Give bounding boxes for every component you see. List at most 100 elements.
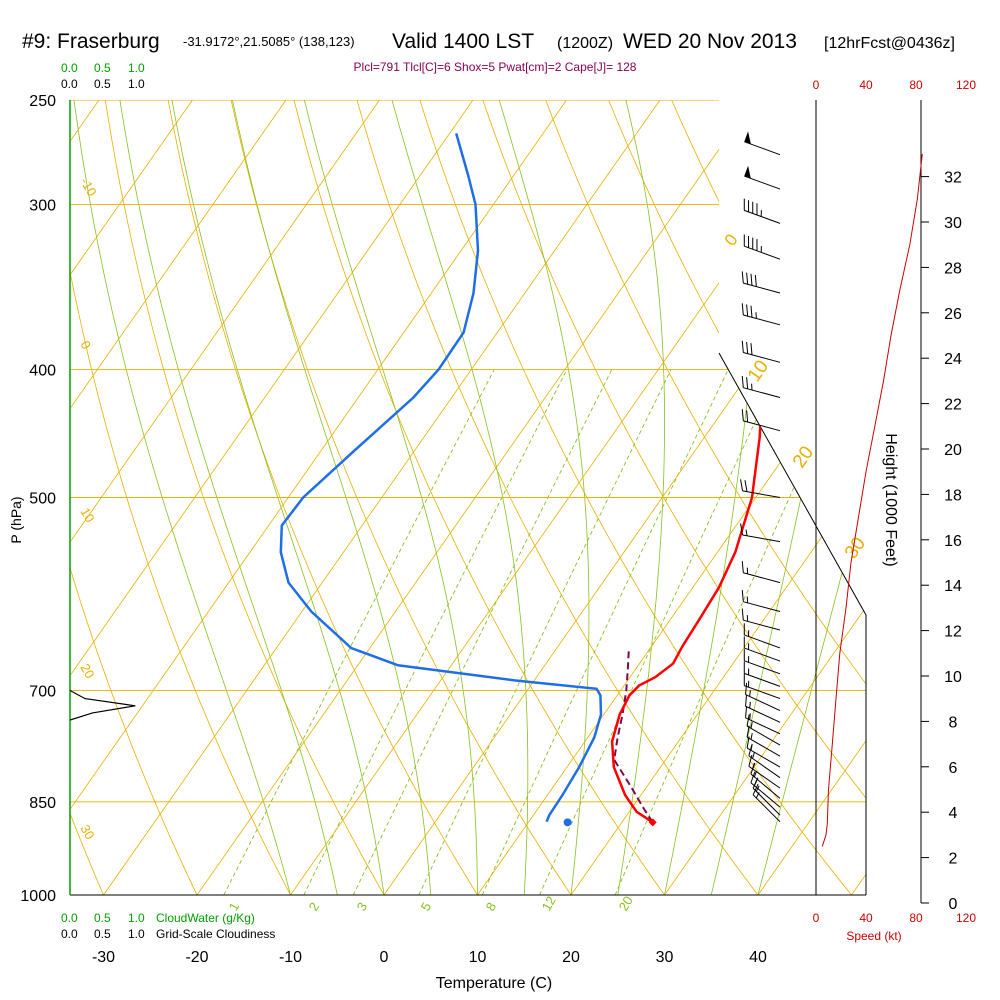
wind-barb-feather [748, 754, 753, 767]
wind-barb-staff [744, 175, 781, 190]
pressure-tick-label: 400 [29, 363, 56, 380]
speed-tick-label-bottom: 40 [859, 911, 873, 925]
wind-barb [743, 234, 781, 260]
wind-barb-feather [744, 480, 748, 492]
wind-barb-staff [744, 647, 781, 662]
wind-barb-feather [750, 343, 753, 355]
wind-speed-profile [821, 153, 923, 847]
wind-barb-half-feather [755, 785, 760, 792]
moist-adiabat [73, 100, 291, 895]
wind-barb-feather [740, 479, 744, 491]
height-tick-label: 4 [949, 805, 958, 822]
moist-adiabat-label: 20 [789, 443, 818, 472]
height-tick-label: 14 [944, 578, 962, 595]
wind-barb-staff [744, 634, 781, 649]
cloudiness-bottom-tick-1: 0.5 [94, 927, 111, 941]
wind-barb-feather [740, 523, 744, 536]
wind-barb [752, 784, 781, 823]
wind-barb-staff [744, 660, 781, 675]
wind-barb-staff [748, 765, 781, 789]
moist-adiabat [391, 100, 529, 895]
wind-barb [744, 131, 781, 156]
wind-barb-staff [752, 794, 781, 823]
speed-tick-label-bottom: 0 [813, 911, 820, 925]
wind-barbs [740, 131, 781, 823]
wind-barb-staff [744, 209, 781, 224]
wind-barb-staff [744, 672, 781, 687]
wind-barb [740, 479, 781, 498]
isotherm [70, 100, 193, 895]
wind-barb-staff [750, 782, 781, 808]
x-tick-label: -20 [185, 949, 208, 966]
height-tick-label: 12 [944, 624, 962, 641]
wind-barb-half-feather [752, 752, 755, 759]
wind-barb-staff [743, 572, 781, 584]
pressure-tick-label: 300 [29, 198, 56, 215]
pressure-tick-label: 700 [29, 683, 56, 700]
speed-tick-label-top: 40 [859, 78, 873, 92]
moist-adiabat [171, 100, 385, 895]
wind-barb-feather [752, 777, 759, 789]
isotherm [664, 100, 866, 895]
wind-barb-half-feather [753, 770, 758, 778]
wind-barb-half-feather [755, 792, 760, 799]
dry-adiabat-label: 20 [77, 661, 97, 681]
dry-adiabat-label: 30 [77, 822, 97, 842]
wind-barb-feather [746, 341, 749, 354]
wind-barb [745, 682, 781, 712]
dry-adiabat [608, 100, 866, 895]
wind-barb [743, 661, 781, 687]
speed-tick-label-top: 0 [813, 78, 820, 92]
wind-barb-staff [742, 490, 781, 498]
moist-adiabat [617, 100, 665, 895]
stability-indices: Plcl=791 Tlcl[C]=6 Shox=5 Pwat[cm]=2 Cap… [354, 60, 637, 74]
dry-adiabat [986, 100, 1000, 895]
wind-barb-feather [746, 714, 750, 727]
wind-barb-feather [745, 694, 748, 707]
wind-barb [741, 561, 781, 584]
mixing-ratio-label: 20 [616, 893, 636, 913]
x-tick-label: 0 [380, 949, 389, 966]
y-axis-title: P (hPa) [8, 496, 24, 543]
dry-adiabat [419, 100, 852, 895]
dry-adiabat [70, 100, 291, 895]
x-tick-label: -10 [279, 949, 302, 966]
moist-adiabat [498, 100, 590, 895]
height-tick-label: 22 [944, 397, 962, 414]
wind-barb [748, 744, 781, 779]
wind-barb-feather [741, 561, 744, 573]
dry-adiabat-label: -10 [77, 175, 99, 199]
wind-barb [743, 649, 781, 675]
wind-barb-staff [746, 725, 781, 746]
dry-adiabat [70, 100, 104, 895]
mixing-ratio-label: 3 [354, 900, 371, 914]
wind-barb [743, 636, 781, 662]
isotherm [0, 100, 6, 895]
wind-barb-staff [745, 705, 781, 723]
wind-barb-staff [743, 314, 781, 326]
wind-barb [743, 198, 781, 224]
wind-barb [745, 694, 781, 723]
dry-adiabat [293, 100, 665, 895]
plot-frame [69, 100, 867, 896]
wind-barb [743, 673, 781, 700]
height-tick-label: 10 [944, 669, 962, 686]
wind-barb-half-feather [750, 733, 753, 740]
wind-barb-feather [746, 725, 750, 738]
cloudwater-bottom-tick-1: 0.5 [94, 911, 111, 925]
tropo-boundary [718, 352, 867, 616]
surface-temperature-marker [648, 818, 657, 827]
cloudiness-scale-title: Grid-Scale Cloudiness [156, 927, 275, 941]
wind-barb-half-feather [750, 722, 753, 729]
moist-adiabat [304, 100, 478, 895]
wind-barb-feather [750, 762, 756, 775]
wind-barb-feather [741, 409, 744, 421]
speed-tick-label-top: 120 [956, 78, 976, 92]
x-tick-label: 20 [562, 949, 580, 966]
dry-adiabat [859, 100, 866, 895]
pressure-tick-label: 850 [29, 795, 56, 812]
bottom-cloud-scales: 0.0 0.5 1.0 CloudWater (g/Kg) 0.0 0.5 1.… [61, 911, 275, 941]
wind-barb-feather [745, 682, 748, 695]
cloudwater-top-tick-1: 0.5 [94, 61, 111, 75]
